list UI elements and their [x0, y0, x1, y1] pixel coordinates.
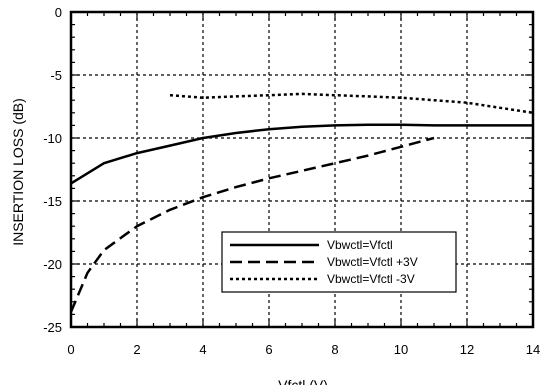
x-tick-label: 12 [460, 342, 474, 357]
series-lines [69, 92, 534, 313]
y-tick-labels: 0 -5 -10 -15 -20 -25 [43, 5, 62, 335]
x-tick-label: 8 [331, 342, 338, 357]
x-tick-label: 10 [394, 342, 408, 357]
series-line-0 [70, 123, 533, 185]
y-tick-label: -10 [43, 131, 62, 146]
series-line-1 [69, 136, 435, 313]
x-tick-label: 6 [265, 342, 272, 357]
legend-label-2: Vbwctl=Vfctl -3V [327, 272, 415, 286]
series-line-2 [169, 92, 534, 115]
x-tick-label: 0 [67, 342, 74, 357]
legend: Vbwctl=Vfctl Vbwctl=Vfctl +3V Vbwctl=Vfc… [221, 231, 457, 293]
legend-box [221, 231, 457, 293]
y-axis-title: INSERTION LOSS (dB) [10, 98, 26, 246]
x-tick-label: 14 [526, 342, 540, 357]
y-tick-label: -25 [43, 320, 62, 335]
y-tick-label: -20 [43, 257, 62, 272]
x-tick-label: 2 [133, 342, 140, 357]
y-tick-label: 0 [55, 5, 62, 20]
x-tick-label: 4 [199, 342, 206, 357]
x-tick-labels: 0 2 4 6 8 10 12 14 [67, 342, 540, 357]
x-axis-title: Vfctl (V) [278, 377, 328, 385]
legend-label-0: Vbwctl=Vfctl [327, 238, 393, 252]
y-tick-label: -15 [43, 194, 62, 209]
y-tick-label: -5 [50, 68, 62, 83]
legend-label-1: Vbwctl=Vfctl +3V [327, 255, 418, 269]
axis-ticks [70, 11, 534, 328]
